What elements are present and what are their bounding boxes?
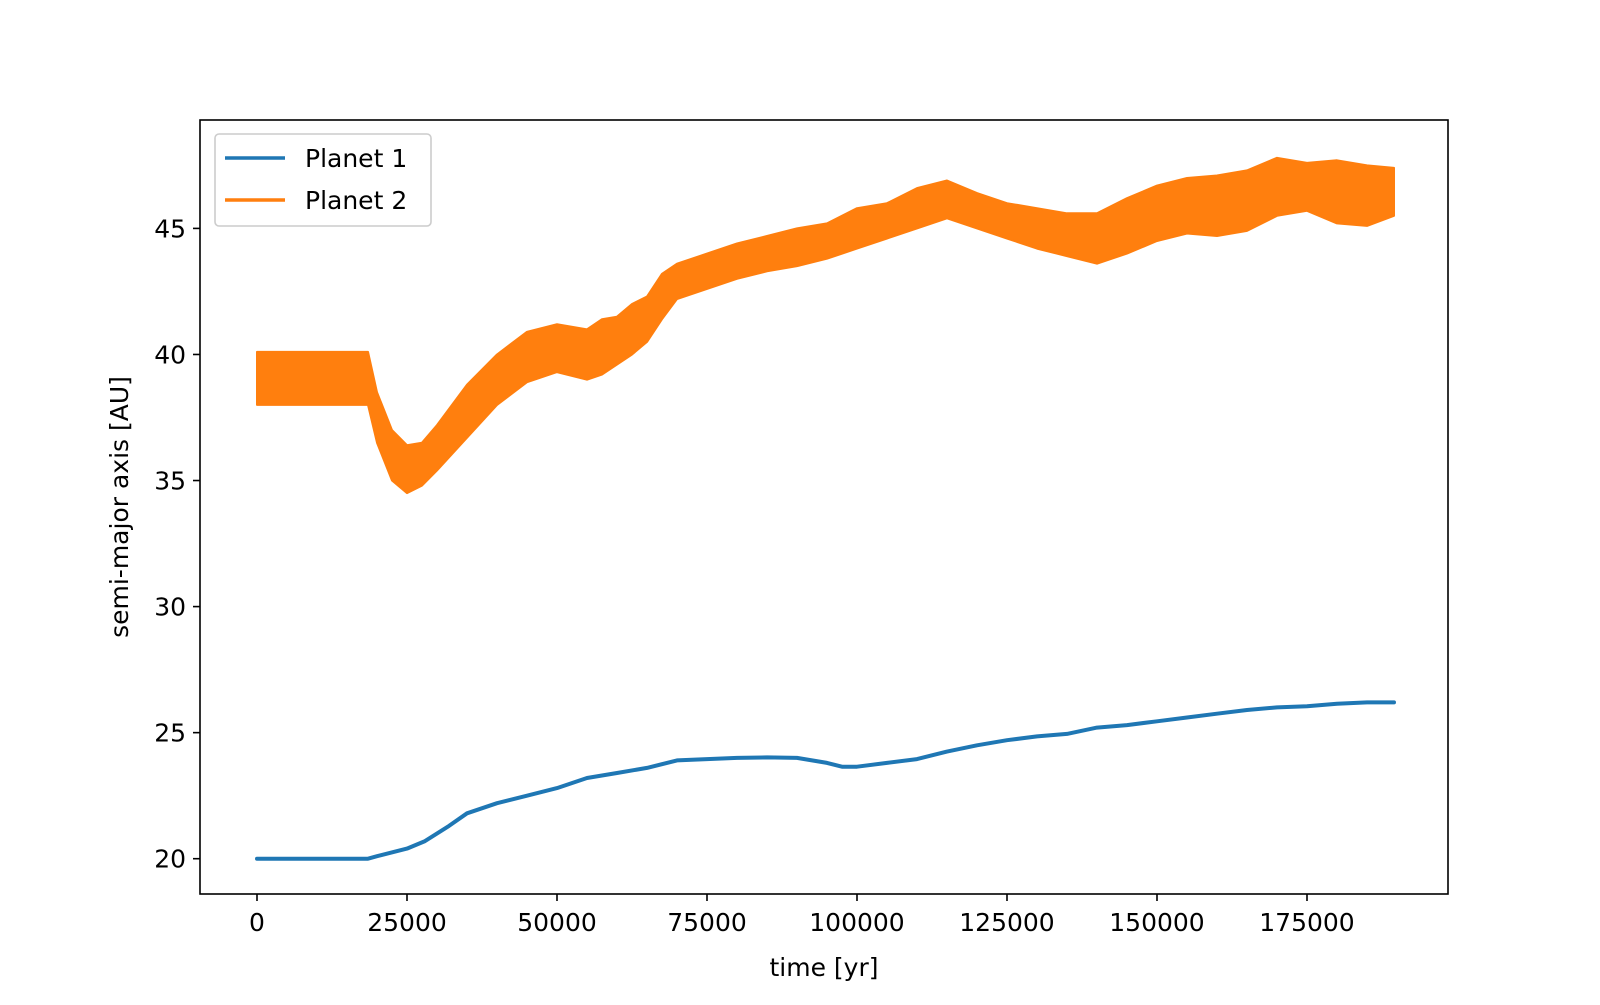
x-tick-label: 100000: [809, 908, 904, 937]
axes-frame: [199, 119, 1449, 895]
series-line-planet-2: [256, 156, 1395, 495]
legend: Planet 1 Planet 2: [214, 133, 432, 227]
x-axis-label: time [yr]: [769, 953, 878, 982]
y-axis-label: semi-major axis [AU]: [105, 376, 134, 638]
x-tick-label: 25000: [367, 908, 447, 937]
y-axis-ticks: 20 25 30 35 40 45: [154, 214, 200, 874]
x-tick-label: 175000: [1259, 908, 1354, 937]
y-tick-label: 45: [154, 214, 186, 243]
x-tick-label: 150000: [1109, 908, 1204, 937]
x-axis-ticks: 0 25000 50000 75000 100000 125000 150000 175000: [249, 894, 1355, 937]
y-tick-label: 35: [154, 467, 186, 496]
series-line-planet-1: [255, 700, 1396, 861]
x-tick-label: 75000: [667, 908, 747, 937]
x-tick-label: 50000: [517, 908, 597, 937]
y-tick-label: 25: [154, 719, 186, 748]
legend-label-planet-2: Planet 2: [305, 186, 407, 215]
y-tick-label: 30: [154, 593, 186, 622]
x-tick-label: 0: [249, 908, 265, 937]
legend-label-planet-1: Planet 1: [305, 144, 407, 173]
plot-area: [255, 156, 1396, 861]
y-tick-label: 40: [154, 340, 186, 369]
y-tick-label: 20: [154, 845, 186, 874]
x-tick-label: 125000: [959, 908, 1054, 937]
